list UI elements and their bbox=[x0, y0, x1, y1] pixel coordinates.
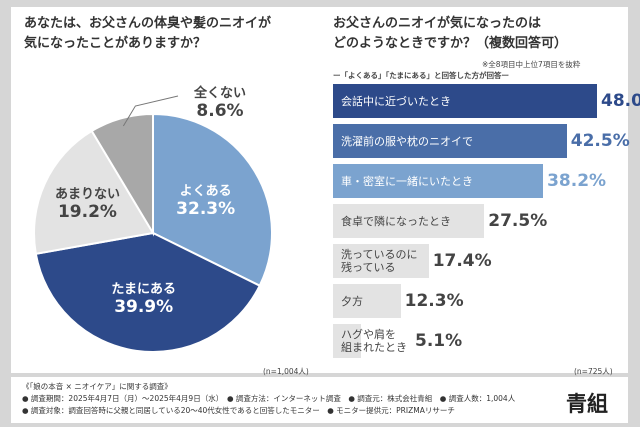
right-chart-title-line2: どのようなときですか？（複数回答可） bbox=[333, 36, 568, 51]
left-chart-sample-note: (n=1,004人) bbox=[263, 367, 309, 376]
bar-value-label: 12.3% bbox=[404, 291, 464, 311]
bar-category-label: ハグや肩を 組まれたとき bbox=[341, 324, 407, 358]
bar bbox=[333, 164, 544, 198]
pie-slice-label: たまにある 39.9% bbox=[94, 278, 194, 317]
bar-category-label-line: 組まれたとき bbox=[341, 341, 407, 354]
bar-category-label: 洗濯前の服や枕のニオイで bbox=[341, 124, 473, 158]
bar-category-label: 車・密室に一緒にいたとき bbox=[341, 164, 473, 198]
bar bbox=[333, 244, 429, 278]
bar-value-label: 42.5% bbox=[570, 131, 630, 151]
bar-value-label: 5.1% bbox=[415, 331, 463, 351]
bar bbox=[333, 84, 597, 118]
pie-slice bbox=[90, 112, 154, 237]
brand-logo-text: 青組 bbox=[566, 392, 608, 416]
footer-survey-target: ● 調査対象：調査回答時に父親と同居している20〜40代女性であると回答したモニ… bbox=[22, 406, 455, 415]
bar-category-label-line: 車・密室に一緒にいたとき bbox=[341, 174, 473, 188]
pie-slice bbox=[34, 231, 262, 353]
left-chart-title-line1: あなたは、お父さんの体臭や髪のニオイが bbox=[24, 16, 272, 31]
pie-slice-name: よくある bbox=[179, 184, 232, 200]
bar bbox=[333, 124, 567, 158]
pie-slice bbox=[33, 129, 155, 255]
bar bbox=[333, 204, 485, 238]
bar-value-label: 27.5% bbox=[488, 211, 548, 231]
pie-slice-value: 32.3% bbox=[176, 199, 236, 220]
pie-slice-value: 19.2% bbox=[57, 202, 117, 223]
pie-slice-value: 8.6% bbox=[196, 101, 244, 121]
bar-category-label-line: 残っている bbox=[341, 261, 396, 274]
bar-category-label-line: 洗っているのに bbox=[341, 248, 418, 261]
pie-leader-line bbox=[122, 95, 179, 127]
right-chart-subnote2: ー「よくある」「たまにある」と回答した方が回答ー bbox=[333, 71, 510, 80]
left-chart-title-line2: 気になったことがありますか？ bbox=[24, 36, 207, 51]
pie-slice-name: 全くない bbox=[193, 86, 246, 101]
bar bbox=[333, 284, 401, 318]
bar-category-label-line: ハグや肩を bbox=[341, 328, 396, 341]
pie-slice-value: 39.9% bbox=[114, 297, 174, 318]
bar bbox=[333, 324, 362, 358]
footer-panel bbox=[11, 377, 628, 423]
right-chart-sample-note: (n=725人) bbox=[574, 367, 613, 376]
bar-value-label: 17.4% bbox=[432, 251, 492, 271]
bar-value-label: 38.2% bbox=[547, 171, 607, 191]
bar-category-label-line: 会話中に近づいたとき bbox=[341, 94, 451, 108]
bar-category-label: 食卓で隣になったとき bbox=[341, 204, 451, 238]
pie-slice-label: よくある 32.3% bbox=[156, 180, 256, 219]
footer-survey-title: 《「娘の本音 × ニオイケア」に関する調査》 bbox=[22, 382, 172, 391]
right-chart-subnote1: ※全8項目中上位7項目を抜粋 bbox=[482, 60, 581, 69]
bar-category-label: 夕方 bbox=[341, 284, 363, 318]
pie-slice-name: たまにある bbox=[111, 282, 176, 298]
bar-category-label-line: 洗濯前の服や枕のニオイで bbox=[341, 134, 473, 148]
right-chart-title-line1: お父さんのニオイが気になったのは bbox=[333, 16, 542, 31]
bar-category-label: 会話中に近づいたとき bbox=[341, 84, 451, 118]
bar-value-label: 48.0% bbox=[601, 91, 640, 111]
pie-slice-label: あまりない 19.2% bbox=[37, 183, 137, 222]
pie-slice-label: 全くない 8.6% bbox=[180, 82, 260, 121]
bar-category-label: 洗っているのに 残っている bbox=[341, 244, 417, 278]
pie-slice bbox=[152, 112, 273, 288]
pie-slice-name: あまりない bbox=[54, 187, 120, 203]
bar-category-label-line: 食卓で隣になったとき bbox=[341, 214, 451, 228]
bar-category-label-line: 夕方 bbox=[341, 294, 363, 308]
footer-survey-details: ● 調査期間：2025年4月7日（月）〜2025年4月9日（水） ● 調査方法：… bbox=[22, 394, 516, 403]
